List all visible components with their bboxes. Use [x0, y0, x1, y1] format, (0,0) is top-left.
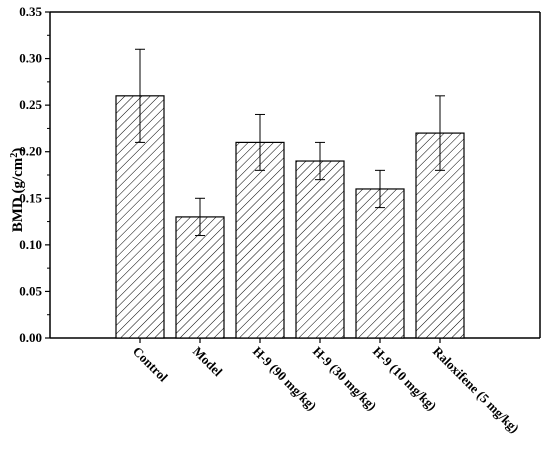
y-tick-label: 0.05	[19, 283, 42, 298]
y-tick-label: 0.00	[19, 330, 42, 345]
x-tick-label: Control	[130, 344, 171, 385]
y-axis-title-main: BMD	[10, 197, 26, 232]
y-tick-label: 0.10	[19, 237, 42, 252]
y-tick-label: 0.15	[19, 190, 42, 205]
x-tick-label: Raloxifene (5 mg/kg)	[430, 344, 522, 436]
y-axis-title: BMD (g/cm2)	[9, 148, 27, 233]
bar	[355, 188, 405, 339]
x-tick-label: H-9 (10 mg/kg)	[370, 344, 440, 414]
x-tick-label: H-9 (30 mg/kg)	[310, 344, 380, 414]
bar	[175, 216, 225, 339]
y-tick-label: 0.25	[19, 97, 42, 112]
y-tick-label: 0.30	[19, 51, 42, 66]
x-tick-label: H-9 (90 mg/kg)	[250, 344, 320, 414]
x-tick-label: Model	[190, 344, 226, 380]
y-axis-title-unit-sup: 2	[9, 153, 20, 158]
y-tick-label: 0.20	[19, 144, 42, 159]
plot-area: 0.00 0.05 0.10 0.15 0.20 0.25 0.30 0.35 Control M…	[19, 4, 541, 436]
y-tick-label: 0.35	[19, 4, 42, 19]
bar	[235, 141, 285, 339]
y-axis-title-unit: g/cm	[10, 157, 26, 188]
bar	[295, 160, 345, 339]
